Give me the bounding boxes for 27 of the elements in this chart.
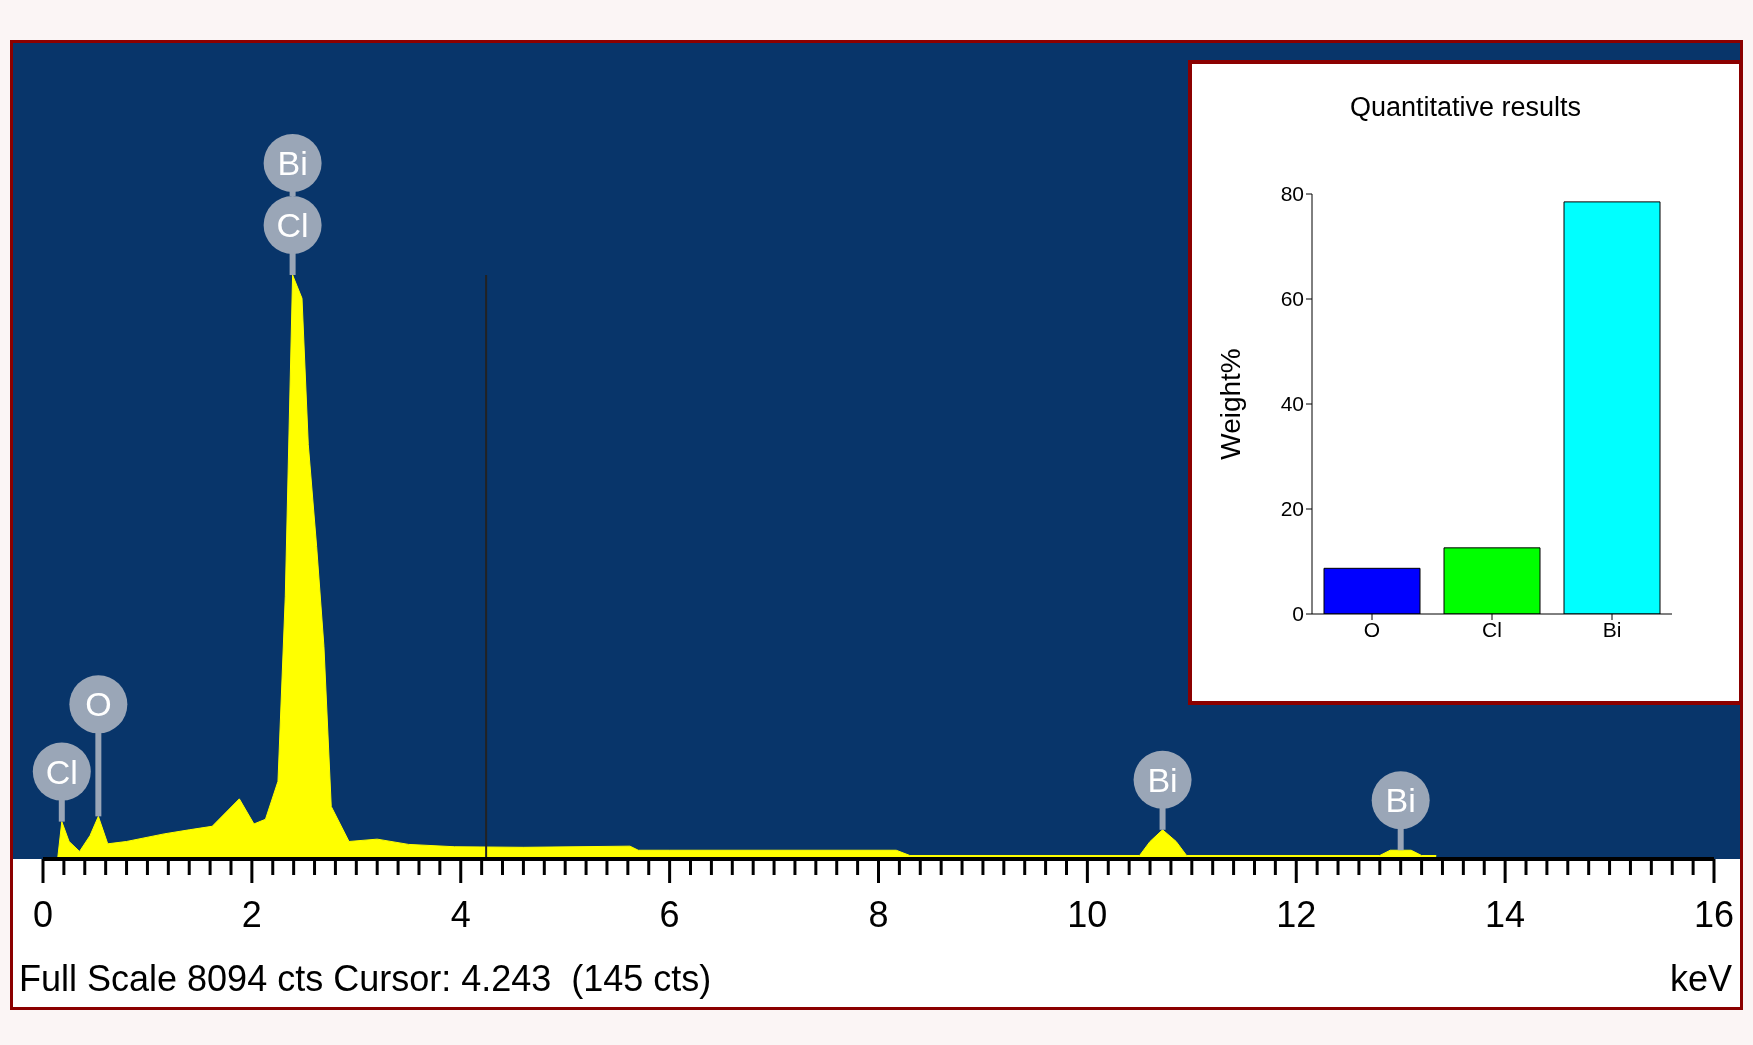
x-tick-label: 0 (32, 894, 54, 935)
y-tick-label: 80 (1280, 182, 1304, 206)
y-tick-label: 40 (1280, 392, 1304, 416)
x-tick-label: 12 (1276, 894, 1317, 935)
x-tick-label: Bi (1602, 617, 1622, 641)
x-tick-label: Cl (1482, 617, 1502, 641)
x-tick-label: 2 (241, 894, 262, 935)
annotation: Bi (1385, 781, 1416, 820)
x-tick-label: 14 (1485, 894, 1526, 935)
chart-title: Quantitative results (1348, 92, 1583, 123)
annotation: Bi (1147, 760, 1178, 799)
y-tick-label: 20 (1280, 497, 1304, 521)
text: Full Scale 8094 cts Cursor: 4.243 (145 cts) (19, 958, 712, 1000)
x-tick-label: 4 (450, 894, 471, 935)
x-tick-label: 6 (659, 894, 680, 935)
x-tick-label: O (1363, 617, 1381, 641)
x-axis-title: keV (1669, 958, 1732, 1000)
x-tick-label: 10 (1067, 894, 1108, 935)
y-tick-label: 60 (1280, 287, 1304, 311)
annotation: Cl (276, 206, 309, 244)
x-tick-label: 16 (1693, 894, 1735, 935)
x-tick-label: 8 (868, 894, 889, 935)
y-axis-title: Weight% (1214, 348, 1246, 460)
annotation: Cl (45, 752, 78, 791)
annotation: O (85, 685, 112, 724)
y-tick-label: 0 (1292, 602, 1304, 626)
annotation: Bi (277, 144, 308, 182)
